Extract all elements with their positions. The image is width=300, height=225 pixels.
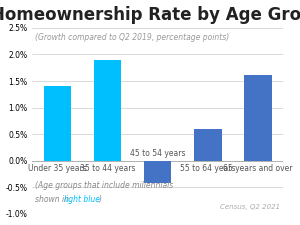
Bar [194,129,222,161]
Text: light blue: light blue [64,195,100,204]
Text: 35 to 44 years: 35 to 44 years [80,164,135,173]
Text: 55 to 64 years: 55 to 64 years [180,164,236,173]
Bar [44,86,71,161]
Text: (Growth compared to Q2 2019, percentage points): (Growth compared to Q2 2019, percentage … [35,34,229,43]
Text: (Age groups that include millennials: (Age groups that include millennials [35,181,173,190]
Title: Homeownership Rate by Age Group: Homeownership Rate by Age Group [0,6,300,24]
Bar [244,75,272,161]
Bar [144,161,172,183]
Text: ): ) [99,195,102,204]
Text: shown in: shown in [35,195,71,204]
Text: Census, Q2 2021: Census, Q2 2021 [220,204,280,210]
Text: 45 to 54 years: 45 to 54 years [130,149,185,158]
Text: Under 35 years: Under 35 years [28,164,87,173]
Text: 65 years and over: 65 years and over [223,164,292,173]
Bar [94,60,122,161]
